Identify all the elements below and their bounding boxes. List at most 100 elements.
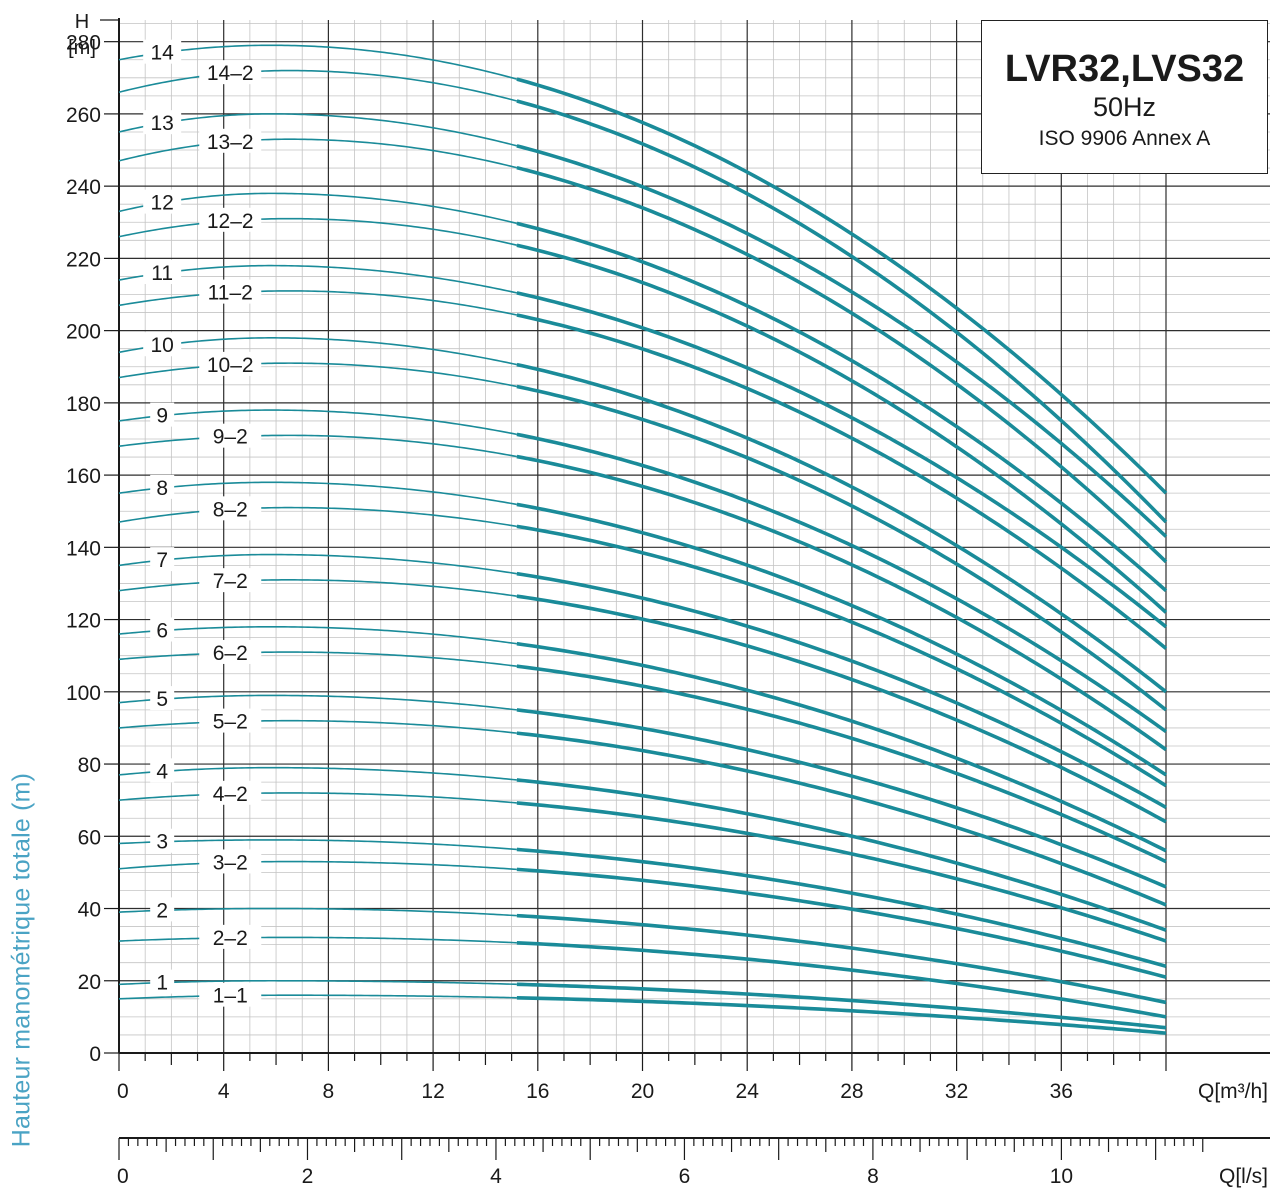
curve-1-thin	[118, 69, 518, 102]
curve-label-bg	[143, 110, 182, 135]
curve-24-thick	[516, 913, 1167, 1005]
curve-6-thin	[118, 264, 518, 294]
curve-7-thick	[516, 313, 1168, 650]
curve-25-thin	[118, 936, 517, 944]
curve-9-thin	[118, 362, 518, 388]
curve-label: 4–2	[213, 783, 248, 806]
curve-15-thick	[516, 594, 1167, 824]
curve-label-bg	[150, 828, 175, 853]
y-tick-label: 160	[66, 465, 101, 488]
curve-7-thin	[118, 290, 518, 316]
curve-label-bg	[143, 332, 182, 357]
x-tick-label: 16	[526, 1080, 549, 1103]
curve-label: 6–2	[213, 642, 248, 665]
curve-10-thin	[118, 409, 518, 436]
curve-15-thin	[118, 579, 517, 597]
curve-label-bg	[199, 780, 262, 805]
curve-label-bg	[150, 547, 175, 572]
curve-label: 14–2	[207, 62, 254, 85]
y-tick-label: 140	[66, 537, 101, 560]
y-tick-label: 220	[66, 248, 101, 271]
curve-9-thick	[516, 384, 1168, 712]
curve-16-thick	[516, 641, 1167, 853]
x-tick-label: 8	[323, 1080, 335, 1103]
curve-label-bg	[199, 423, 262, 448]
curve-label-bg	[199, 60, 262, 85]
y-tick-label: 120	[66, 610, 101, 633]
x-tick-label: 32	[945, 1080, 968, 1103]
curve-label: 9–2	[213, 426, 248, 449]
curve-label: 12–2	[207, 210, 254, 233]
x2-tick-label: 10	[1050, 1165, 1073, 1188]
y-tick-label: 0	[89, 1043, 101, 1066]
curve-label: 7–2	[213, 570, 248, 593]
curve-label-bg	[150, 474, 175, 499]
curve-label: 10–2	[207, 354, 254, 377]
curve-label: 11–2	[208, 282, 253, 305]
curve-label: 9	[156, 405, 168, 428]
curve-label-bg	[199, 496, 262, 521]
curve-label: 1–1	[213, 985, 248, 1008]
curve-10-thick	[516, 432, 1168, 734]
curve-5-thin	[118, 217, 518, 246]
curve-2-thin	[118, 113, 518, 147]
curve-label-bg	[199, 849, 262, 874]
curve-3-thick	[516, 165, 1168, 564]
x2-tick-label: 2	[302, 1165, 314, 1188]
y-axis-side-label: Hauteur manométrique totale (m)	[7, 772, 36, 1148]
curve-label: 12	[151, 192, 174, 215]
x-tick-label: 24	[736, 1080, 760, 1103]
curve-label: 3–2	[213, 851, 248, 874]
curve-label-bg	[199, 982, 262, 1007]
curve-8-thin	[118, 337, 518, 366]
curve-16-thin	[118, 626, 517, 645]
curve-26-thick	[516, 982, 1167, 1030]
curve-18-thin	[118, 694, 517, 711]
curve-label: 2–2	[213, 927, 248, 950]
curve-label-bg	[199, 639, 262, 664]
curve-label-bg	[199, 128, 262, 153]
y-tick-label: 60	[78, 826, 101, 849]
minor-grid	[119, 20, 1270, 1053]
curve-6-thick	[516, 291, 1168, 629]
curve-label: 10	[151, 334, 174, 357]
y-tick-label: 240	[66, 176, 101, 199]
curve-23-thick	[516, 867, 1167, 979]
curve-label: 6	[156, 619, 168, 642]
curve-label-bg	[150, 969, 175, 994]
x-axis-label-m3h: Q[m³/h]	[1198, 1080, 1268, 1103]
curve-label: 5	[156, 688, 168, 711]
curve-label-bg	[199, 279, 262, 304]
curve-14-thin	[118, 553, 517, 575]
curve-13-thin	[118, 506, 517, 528]
curve-17-thin	[118, 651, 517, 668]
curve-label: 5–2	[213, 711, 248, 734]
y-tick-label: 80	[78, 754, 101, 777]
chart-standard: ISO 9906 Annex A	[1038, 127, 1211, 150]
x2-tick-label: 6	[679, 1165, 691, 1188]
curve-20-thick	[516, 778, 1167, 932]
curve-label-bg	[150, 897, 175, 922]
curve-label-bg	[150, 617, 175, 642]
y-tick-label: 200	[66, 321, 101, 344]
curve-labels: 1414–21313–21212–21111–21010–299–288–277…	[143, 39, 262, 1008]
x-tick-label: 12	[421, 1080, 444, 1103]
x-axis-label-ls: Q[l/s]	[1219, 1165, 1268, 1188]
curve-20-thin	[118, 766, 517, 781]
curve-label-bg	[143, 39, 182, 64]
curve-label-bg	[150, 402, 175, 427]
curve-label-bg	[199, 568, 262, 593]
chart-subtitle: 50Hz	[1092, 92, 1157, 122]
x-tick-label: 4	[218, 1080, 230, 1103]
chart-title: LVR32,LVS32	[1004, 48, 1245, 90]
x-tick-label: 20	[631, 1080, 654, 1103]
y-tick-label: 40	[78, 899, 101, 922]
curve-17-thick	[516, 664, 1167, 864]
curve-19-thick	[516, 731, 1167, 907]
curve-label-bg	[143, 189, 182, 214]
curve-label: 1	[156, 972, 168, 995]
curve-18-thick	[516, 708, 1167, 889]
curve-27-thick	[516, 995, 1167, 1035]
